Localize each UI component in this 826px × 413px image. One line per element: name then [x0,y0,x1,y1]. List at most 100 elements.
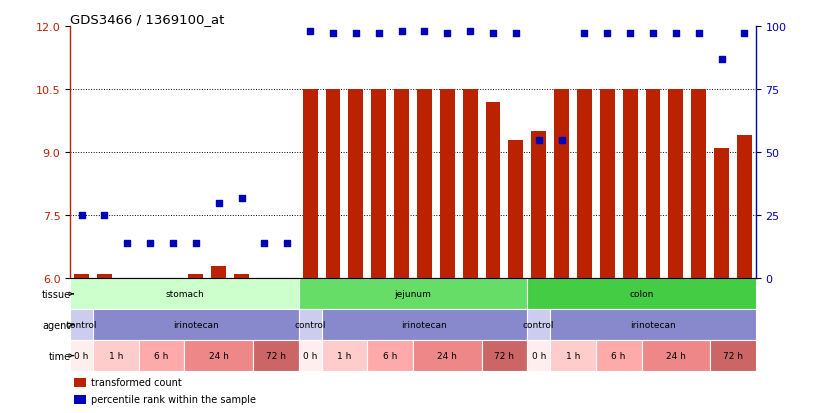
Text: 24 h: 24 h [666,351,686,360]
Text: agent: agent [42,320,71,330]
Point [647,31,660,38]
Text: GDS3466 / 1369100_at: GDS3466 / 1369100_at [70,13,225,26]
Bar [714,149,729,279]
Text: 24 h: 24 h [209,351,229,360]
Bar [554,90,569,279]
Text: control: control [523,320,554,330]
Bar [70,340,93,371]
Text: irinotecan: irinotecan [630,320,676,330]
Point [555,137,568,143]
Point [578,31,591,38]
Point [487,31,500,38]
Bar [527,310,550,340]
Text: irinotecan: irinotecan [173,320,219,330]
Point [441,31,454,38]
Bar [509,140,523,279]
Bar [303,90,317,279]
Text: 72 h: 72 h [723,351,743,360]
Text: percentile rank within the sample: percentile rank within the sample [91,394,256,404]
Bar [600,90,615,279]
Bar [623,90,638,279]
Bar [253,340,299,371]
Bar [211,266,226,279]
Text: time: time [49,351,71,361]
Bar [482,340,527,371]
Text: transformed count: transformed count [91,377,182,387]
Text: 1 h: 1 h [337,351,352,360]
Bar [737,136,752,279]
Text: 0 h: 0 h [303,351,317,360]
Point [715,56,729,63]
Text: irinotecan: irinotecan [401,320,448,330]
Text: 72 h: 72 h [266,351,286,360]
Text: 24 h: 24 h [437,351,458,360]
Bar [550,310,756,340]
Point [144,240,157,247]
Text: jejunum: jejunum [395,290,431,299]
Text: 1 h: 1 h [566,351,580,360]
Bar [93,340,139,371]
Point [463,28,477,35]
Text: 0 h: 0 h [74,351,89,360]
Bar [646,90,660,279]
Text: 6 h: 6 h [154,351,169,360]
Point [624,31,637,38]
Bar [139,340,184,371]
Point [601,31,614,38]
Point [669,31,682,38]
Bar [368,340,413,371]
Point [258,240,271,247]
Bar [710,340,756,371]
Bar [74,379,86,387]
Bar [486,102,501,279]
Point [167,240,180,247]
Bar [299,340,321,371]
Text: control: control [66,320,97,330]
Bar [321,310,527,340]
Text: 1 h: 1 h [109,351,123,360]
Bar [527,340,550,371]
Bar [74,395,86,404]
Bar [97,275,112,279]
Point [692,31,705,38]
Bar [417,90,432,279]
Text: 72 h: 72 h [495,351,515,360]
Point [372,31,385,38]
Point [235,195,249,202]
Point [532,137,545,143]
Text: 6 h: 6 h [611,351,626,360]
Bar [70,310,93,340]
Bar [577,90,591,279]
Point [349,31,363,38]
Bar [531,132,546,279]
Bar [668,90,683,279]
Text: 6 h: 6 h [383,351,397,360]
Bar [642,340,710,371]
Bar [413,340,482,371]
Point [326,31,339,38]
Point [75,213,88,219]
Text: control: control [294,320,326,330]
Point [212,200,225,206]
Bar [93,310,299,340]
Bar [527,279,756,310]
Bar [394,90,409,279]
Point [281,240,294,247]
Point [738,31,751,38]
Bar [349,90,363,279]
Text: colon: colon [629,290,653,299]
Bar [299,310,321,340]
Bar [188,275,203,279]
Point [121,240,134,247]
Point [304,28,317,35]
Point [189,240,202,247]
Text: 0 h: 0 h [531,351,546,360]
Bar [691,90,706,279]
Bar [321,340,368,371]
Text: tissue: tissue [41,289,71,299]
Point [509,31,523,38]
Bar [184,340,253,371]
Bar [463,90,477,279]
Bar [299,279,527,310]
Point [395,28,408,35]
